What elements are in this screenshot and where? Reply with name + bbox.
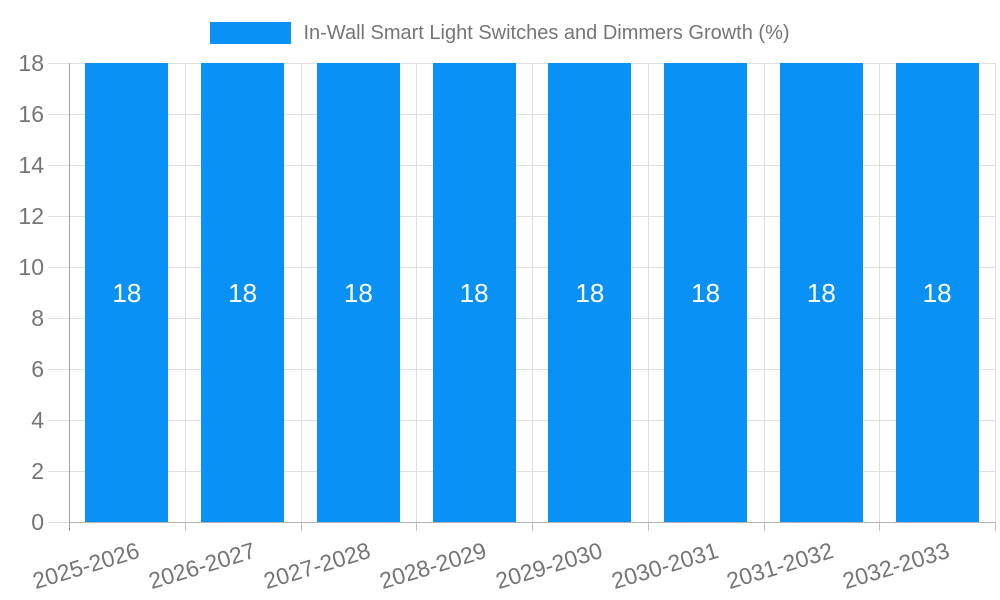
y-tick-label: 10 [18,254,44,280]
legend-swatch [210,22,292,44]
legend[interactable]: In-Wall Smart Light Switches and Dimmers… [0,21,1000,45]
x-tick-mark [995,522,996,531]
x-tick-label: 2028-2029 [376,537,490,595]
x-tick-mark [647,522,649,531]
x-tick-label: 2032-2033 [839,537,953,595]
y-tick-label: 2 [31,458,44,484]
x-baseline [69,522,995,523]
x-tick-label: 2030-2031 [608,537,721,595]
x-gridline [532,63,533,522]
x-gridline [416,63,418,522]
y-tick-label: 0 [31,509,44,535]
bar[interactable] [548,63,632,522]
legend-label: In-Wall Smart Light Switches and Dimmers… [303,21,790,44]
y-tick-label: 14 [18,152,44,178]
x-tick-mark [416,522,418,531]
x-tick-label: 2031-2032 [723,537,837,595]
x-gridline [995,63,996,522]
x-gridline [300,63,302,522]
x-tick-mark [300,522,302,531]
y-tick-label: 18 [18,50,44,76]
x-gridline [647,63,649,522]
bar[interactable] [664,63,748,522]
y-tick-label: 16 [18,101,44,127]
y-gridline [48,522,995,523]
x-tick-mark [532,522,533,531]
x-tick-mark [763,522,765,531]
x-tick-label: 2027-2028 [260,537,374,595]
bar[interactable] [779,63,863,522]
x-tick-mark [879,522,881,531]
y-tick-label: 6 [31,356,44,382]
x-gridline [184,63,186,522]
x-tick-label: 2029-2030 [492,537,606,595]
x-tick-label: 2025-2026 [29,537,143,595]
x-gridline [879,63,881,522]
x-tick-mark [184,522,186,531]
y-tick-label: 4 [31,407,44,433]
bar[interactable] [201,63,285,522]
bar[interactable] [316,63,400,522]
y-tick-label: 12 [18,203,44,229]
x-tick-label: 2026-2027 [145,537,258,595]
y-tick-label: 8 [31,305,44,331]
bar[interactable] [432,63,516,522]
x-gridline [763,63,765,522]
bar[interactable] [85,63,169,522]
bar[interactable] [895,63,979,522]
y-axis-line [69,63,70,531]
